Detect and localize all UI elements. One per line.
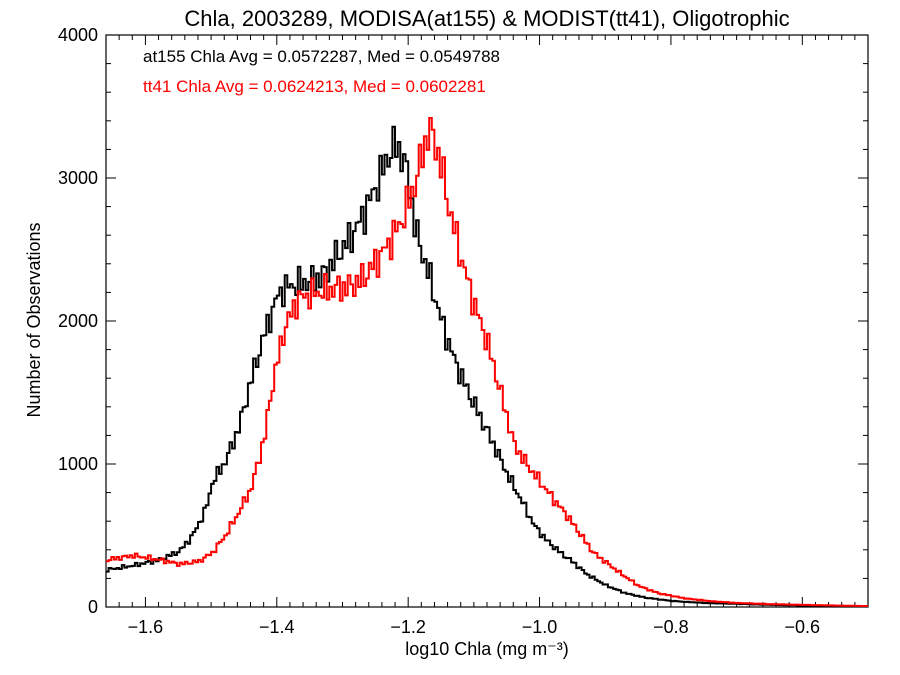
chart-title: Chla, 2003289, MODISA(at155) & MODIST(tt… bbox=[184, 6, 789, 31]
x-tick-label: −1.6 bbox=[128, 617, 164, 637]
y-axis-label: Number of Observations bbox=[24, 222, 44, 417]
y-tick-label: 1000 bbox=[58, 454, 98, 474]
x-tick-label: −0.8 bbox=[653, 617, 689, 637]
y-axis: 0 1000 2000 3000 4000 bbox=[58, 25, 868, 617]
y-tick-label: 3000 bbox=[58, 168, 98, 188]
x-tick-label: −1.4 bbox=[259, 617, 295, 637]
plot-border bbox=[105, 34, 869, 608]
y-tick-label: 0 bbox=[88, 597, 98, 617]
x-tick-label: −0.6 bbox=[785, 617, 821, 637]
series-1-histogram bbox=[106, 117, 868, 607]
legend-annotation-at155: at155 Chla Avg = 0.0572287, Med = 0.0549… bbox=[143, 47, 500, 66]
y-tick-label: 4000 bbox=[58, 25, 98, 45]
legend-annotation-tt41: tt41 Chla Avg = 0.0624213, Med = 0.06022… bbox=[143, 77, 486, 96]
series-0-histogram bbox=[106, 125, 868, 607]
plot-frame bbox=[105, 34, 869, 608]
x-axis-label: log10 Chla (mg m⁻³) bbox=[405, 639, 569, 659]
series-layer bbox=[106, 117, 868, 607]
y-tick-label: 2000 bbox=[58, 311, 98, 331]
x-axis: −1.6 −1.4 −1.2 −1.0 −0.8 −0.6 bbox=[118, 35, 869, 637]
x-tick-label: −1.2 bbox=[390, 617, 426, 637]
x-tick-label: −1.0 bbox=[522, 617, 558, 637]
